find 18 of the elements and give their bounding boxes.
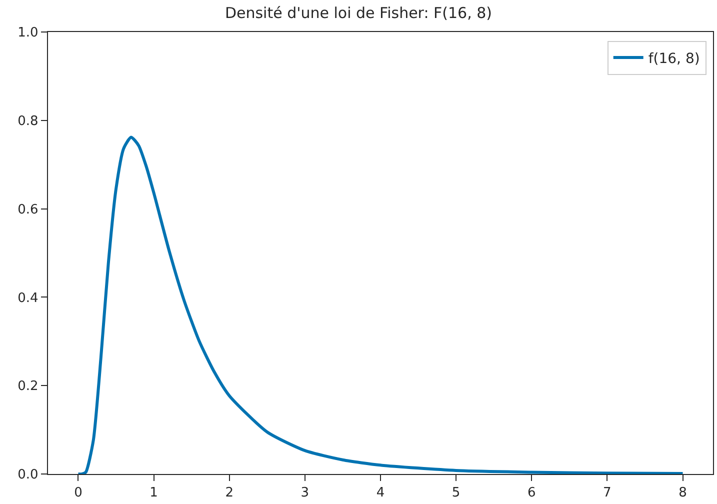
y-tick-label: 0.2 — [18, 379, 38, 394]
y-tick-label: 0.0 — [18, 468, 38, 483]
y-tick-label: 0.6 — [18, 202, 38, 218]
y-tick-label: 0.4 — [18, 290, 38, 306]
x-tick-label: 4 — [376, 486, 385, 501]
line-series — [76, 136, 684, 474]
x-tick-label: 7 — [603, 486, 612, 501]
x-tick-label: 0 — [74, 486, 82, 501]
x-tick-label: 5 — [452, 486, 460, 501]
chart-title: Densité d'une loi de Fisher: F(16, 8) — [224, 4, 492, 22]
x-tick-label: 3 — [300, 486, 310, 501]
x-tick-label: 2 — [225, 486, 234, 501]
x-tick-label: 8 — [678, 486, 687, 501]
legend-label: f(16, 8) — [648, 50, 700, 67]
y-tick-label: 0.8 — [18, 114, 38, 129]
x-tick-label: 6 — [528, 486, 536, 501]
y-tick-label: 1.0 — [18, 26, 38, 41]
x-tick-label: 1 — [150, 486, 158, 501]
